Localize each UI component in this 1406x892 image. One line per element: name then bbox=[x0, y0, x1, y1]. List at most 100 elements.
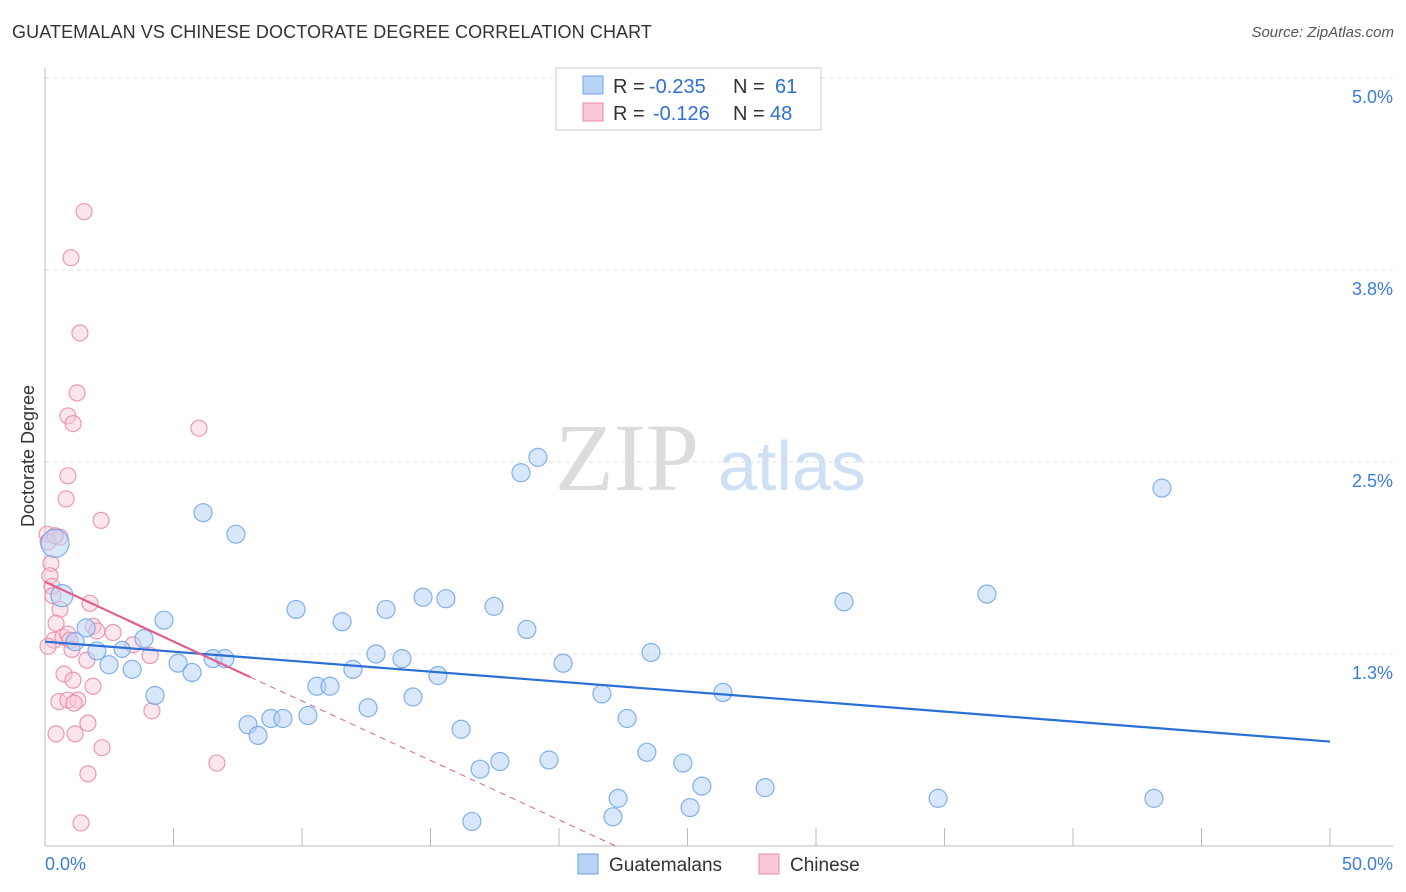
guatemalans-point bbox=[692, 776, 712, 796]
guatemalans-point bbox=[154, 610, 174, 630]
chinese-point bbox=[141, 646, 159, 665]
y-tick-labels: 1.3% 2.5% 3.8% 5.0% bbox=[1352, 87, 1393, 683]
chinese-trend-line bbox=[44, 580, 251, 679]
guatemalans-point bbox=[637, 742, 657, 762]
chinese-point bbox=[47, 725, 65, 743]
watermark-zip: ZIP bbox=[555, 404, 699, 511]
source-label: Source: ZipAtlas.com bbox=[1251, 24, 1394, 41]
bottom-legend-swatch-chinese bbox=[758, 853, 780, 875]
bottom-legend-swatch-guatemalans bbox=[577, 853, 599, 875]
guatemalans-point bbox=[122, 659, 142, 679]
guatemalans-point bbox=[248, 725, 268, 746]
guatemalans-point bbox=[428, 665, 448, 686]
chart-title: GUATEMALAN VS CHINESE DOCTORATE DEGREE C… bbox=[12, 22, 653, 42]
legend-swatch-chinese bbox=[582, 102, 604, 122]
bottom-legend-label-chinese: Chinese bbox=[790, 855, 860, 876]
guatemalans-point bbox=[226, 524, 246, 544]
guatemalans-point bbox=[358, 698, 378, 718]
guatemalans-point bbox=[99, 655, 119, 675]
chinese-point bbox=[75, 203, 93, 221]
guatemalans-point bbox=[553, 653, 573, 673]
chinese-point bbox=[68, 384, 86, 402]
guatemalans-point bbox=[50, 584, 74, 608]
chinese-point bbox=[79, 714, 97, 732]
guatemalans-point bbox=[343, 659, 363, 679]
chinese-point bbox=[57, 490, 75, 508]
guatemalans-point bbox=[977, 584, 997, 604]
chinese-point bbox=[62, 249, 80, 267]
guatemalans-point bbox=[392, 649, 412, 669]
chinese-point bbox=[71, 324, 89, 342]
gridlines bbox=[45, 77, 1393, 655]
guatemalans-point bbox=[403, 687, 423, 707]
watermark-atlas: atlas bbox=[718, 427, 866, 505]
guatemalans-point bbox=[490, 751, 510, 772]
chinese-point bbox=[39, 637, 57, 655]
guatemalans-point bbox=[168, 653, 188, 673]
guatemalans-point bbox=[182, 662, 202, 683]
x-tick-label-min: 0.0% bbox=[45, 854, 86, 874]
guatemalans-point bbox=[273, 708, 293, 729]
guatemalans-point bbox=[680, 797, 700, 818]
guatemalans-point bbox=[641, 642, 661, 663]
guatemalans-point bbox=[517, 619, 537, 640]
legend-n-label-chinese: N = bbox=[733, 103, 765, 125]
legend-n-value-chinese: 48 bbox=[770, 103, 792, 125]
chinese-point bbox=[72, 814, 90, 832]
chinese-point bbox=[66, 725, 84, 743]
chinese-point bbox=[65, 694, 83, 712]
guatemalans-point bbox=[366, 644, 386, 664]
y-tick-label: 2.5% bbox=[1352, 471, 1393, 491]
legend-r-value-guatemalans: -0.235 bbox=[649, 76, 706, 98]
legend-r-value-chinese: -0.126 bbox=[653, 103, 710, 125]
guatemalans-point bbox=[413, 587, 433, 607]
x-tick-label-max: 50.0% bbox=[1342, 854, 1393, 874]
guatemalans-point bbox=[713, 682, 733, 703]
bottom-legend: Guatemalans Chinese bbox=[577, 853, 860, 876]
chinese-point bbox=[190, 419, 208, 437]
guatemalans-point bbox=[298, 705, 318, 726]
trend-lines bbox=[44, 580, 1331, 847]
watermark: ZIP atlas bbox=[555, 404, 866, 511]
guatemalans-point bbox=[193, 503, 213, 523]
guatemalans-point bbox=[617, 708, 637, 729]
legend-box: R = -0.235 N = 61 R = -0.126 N = 48 bbox=[555, 67, 822, 131]
guatemalans-point bbox=[76, 618, 96, 638]
guatemalans-point bbox=[451, 719, 471, 739]
chinese-point bbox=[84, 677, 102, 695]
data-points bbox=[38, 203, 1172, 832]
chinese-point bbox=[143, 702, 161, 720]
chinese-point bbox=[59, 467, 77, 485]
guatemalans-point bbox=[65, 632, 85, 652]
y-tick-label: 3.8% bbox=[1352, 279, 1393, 299]
chinese-point bbox=[55, 665, 73, 683]
guatemalans-point bbox=[332, 612, 352, 632]
guatemalans-point bbox=[539, 750, 559, 770]
guatemalans-point bbox=[286, 599, 306, 620]
guatemalans-point bbox=[376, 599, 396, 620]
y-tick-label: 5.0% bbox=[1352, 87, 1393, 107]
chinese-point bbox=[92, 511, 110, 529]
guatemalans-point bbox=[608, 788, 628, 808]
guatemalans-point bbox=[673, 753, 693, 773]
chinese-point bbox=[64, 671, 82, 689]
chinese-point bbox=[93, 739, 111, 757]
chinese-trend-extension bbox=[249, 676, 616, 847]
guatemalans-point bbox=[592, 684, 612, 704]
guatemalans-point bbox=[1144, 788, 1164, 808]
guatemalans-point bbox=[436, 589, 456, 609]
guatemalans-point bbox=[928, 788, 948, 808]
guatemalans-point bbox=[40, 528, 70, 559]
guatemalans-point bbox=[113, 640, 131, 658]
legend-r-label-chinese: R = bbox=[613, 103, 645, 125]
legend-r-label-guatemalans: R = bbox=[613, 76, 645, 98]
chinese-point bbox=[79, 765, 97, 783]
guatemalans-point bbox=[1152, 478, 1172, 498]
guatemalans-point bbox=[470, 759, 490, 779]
chinese-point bbox=[64, 415, 82, 433]
chinese-point bbox=[208, 754, 226, 772]
guatemalans-point bbox=[834, 592, 854, 612]
guatemalans-point bbox=[484, 596, 504, 616]
legend-swatch-guatemalans bbox=[582, 75, 604, 95]
